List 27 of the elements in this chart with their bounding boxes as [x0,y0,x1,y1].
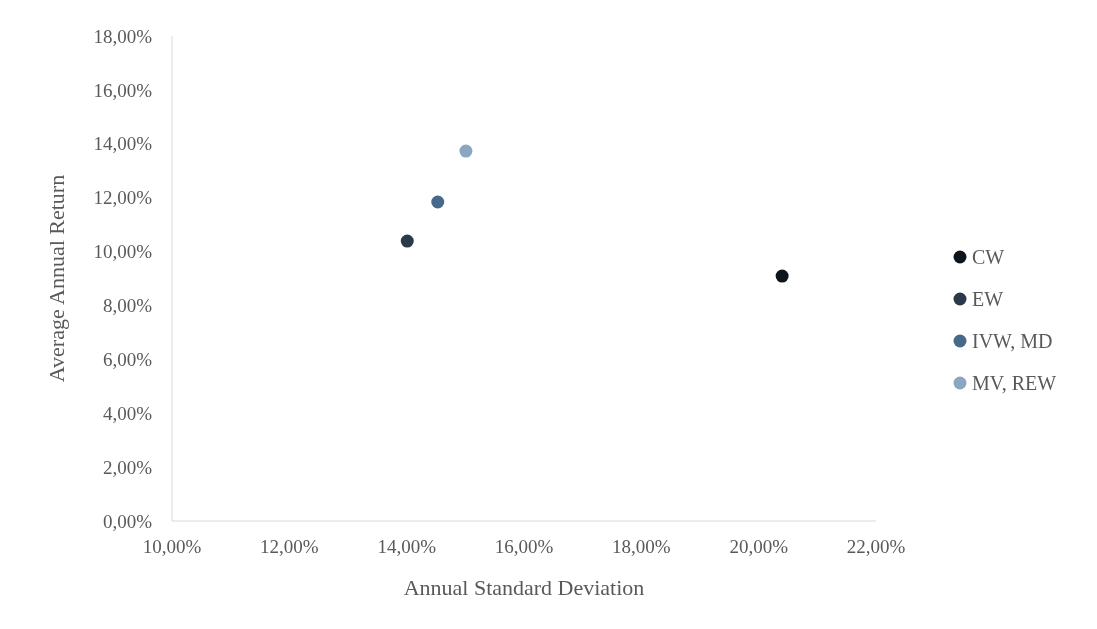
y-tick-label: 14,00% [93,133,153,155]
x-tick-label: 22,00% [846,536,906,557]
x-tick-label: 12,00% [260,536,319,557]
point [775,269,789,283]
y-tick-label: 4,00% [102,402,153,424]
y-axis-title: Average Annual Return [44,174,69,383]
x-tick-label: 18,00% [612,536,671,557]
y-tick-label: 12,00% [93,187,153,209]
legend-label: MV, REW [972,372,1057,394]
x-tick-label: 14,00% [377,536,437,557]
x-tick-label: 20,00% [729,536,789,557]
y-tick-label: 10,00% [93,241,153,263]
point [400,234,414,248]
y-tick-label: 16,00% [93,79,153,101]
x-tick-label: 10,00% [142,536,202,557]
point [431,195,445,209]
x-tick-label: 16,00% [494,536,554,557]
y-tick-label: 2,00% [102,456,153,478]
y-tick-label: 18,00% [93,25,153,47]
y-tick-label: 6,00% [102,348,153,370]
y-tick-label: 8,00% [102,295,153,317]
point [459,144,473,158]
legend-label: IVW, MD [972,330,1053,352]
legend-label: CW [972,246,1005,268]
legend-label: EW [972,288,1004,310]
y-tick-label: 0,00% [102,510,153,532]
x-axis-title: Annual Standard Deviation [403,575,645,600]
